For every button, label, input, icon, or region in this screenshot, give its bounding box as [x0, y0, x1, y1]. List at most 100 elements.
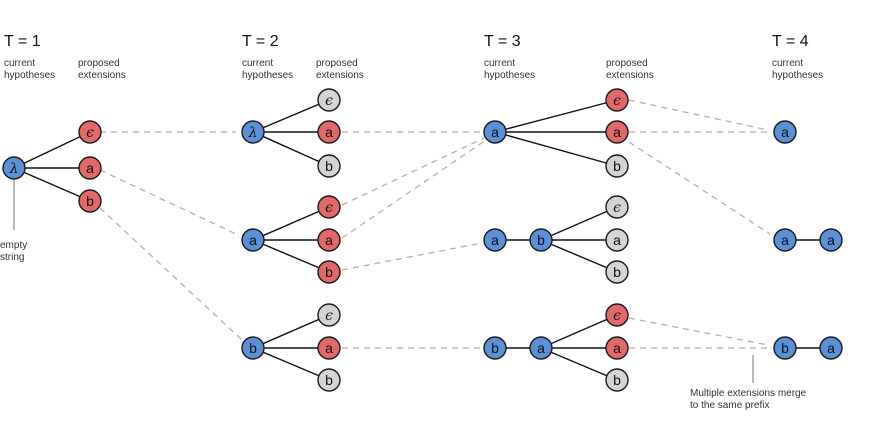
node-symbol: a	[325, 124, 333, 140]
extension-node-b	[605, 260, 629, 284]
hypothesis-node-a	[773, 228, 797, 252]
extension-node-epsilon	[78, 120, 102, 144]
merge-note-annotation: Multiple extensions merge to the same pr…	[690, 388, 807, 411]
node-symbol: b	[249, 340, 257, 356]
current-label-line2: hypotheses	[484, 70, 535, 81]
node-symbol: a	[325, 340, 333, 356]
extension-node-a	[605, 228, 629, 252]
hypothesis-node-b	[483, 336, 507, 360]
current-label-line1: current	[242, 58, 273, 69]
tree-edge	[13, 131, 91, 169]
empty-string-annotation: empty string	[0, 240, 27, 263]
node-symbol: λ	[9, 161, 19, 177]
transition-line	[99, 169, 237, 235]
current-label-line2: hypotheses	[242, 70, 293, 81]
step-4-header: T = 4 current hypotheses	[772, 33, 823, 81]
node-symbol: λ	[248, 125, 258, 141]
extension-node-epsilon	[317, 88, 341, 112]
extension-node-b	[605, 154, 629, 178]
node-symbol: b	[613, 372, 621, 388]
node-symbol: a	[827, 232, 835, 248]
hypothesis-node-a	[483, 120, 507, 144]
annotation-line1: empty	[0, 240, 27, 251]
extension-node-b	[605, 368, 629, 392]
hypothesis-node-a	[483, 228, 507, 252]
annotation-line1: Multiple extensions merge	[690, 388, 807, 399]
extension-node-b	[317, 154, 341, 178]
node-symbol: b	[325, 372, 333, 388]
transition-line	[99, 207, 243, 341]
step-1-header: T = 1 current hypotheses proposed extens…	[4, 33, 126, 81]
transition-line	[628, 317, 769, 346]
extension-node-epsilon	[605, 195, 629, 219]
current-label-line1: current	[484, 58, 515, 69]
tree-edge	[540, 206, 618, 241]
node-symbol: a	[325, 232, 333, 248]
node-symbol: a	[537, 340, 545, 356]
node-symbol: b	[613, 158, 621, 174]
tree-edge	[540, 314, 618, 349]
node-symbol: ϵ	[325, 308, 333, 324]
nodes: λ ϵ a b λ ϵ a b a ϵ a b b ϵ a b	[2, 88, 843, 392]
tree-edge	[252, 239, 330, 273]
tree-edges	[13, 99, 831, 381]
step-title: T = 2	[242, 33, 279, 50]
step-title: T = 1	[4, 33, 41, 50]
extension-node-epsilon	[605, 88, 629, 112]
node-symbol: b	[537, 232, 545, 248]
proposed-label-line1: proposed	[78, 58, 120, 69]
extension-node-b	[78, 189, 102, 213]
hypothesis-node-a	[241, 228, 265, 252]
tree-edge	[494, 131, 618, 167]
node-symbol: b	[325, 158, 333, 174]
tree-edge	[540, 347, 618, 381]
extension-node-b	[317, 368, 341, 392]
node-symbol: a	[781, 232, 789, 248]
node-symbol: a	[781, 124, 789, 140]
current-label-line1: current	[4, 58, 35, 69]
hypothesis-node-lambda	[241, 120, 265, 144]
extension-node-epsilon	[605, 303, 629, 327]
node-symbol: b	[491, 340, 499, 356]
tree-edge	[252, 99, 330, 133]
node-symbol: a	[613, 232, 621, 248]
transition-line	[628, 141, 771, 235]
current-label-line2: hypotheses	[772, 70, 823, 81]
extension-node-a	[78, 156, 102, 180]
transition-lines	[99, 99, 771, 349]
node-symbol: ϵ	[613, 93, 621, 109]
tree-edge	[252, 314, 330, 349]
extension-node-a	[605, 120, 629, 144]
annotation-line2: string	[0, 252, 24, 263]
node-symbol: a	[249, 232, 257, 248]
transition-line	[341, 242, 483, 271]
step-title: T = 4	[772, 33, 809, 50]
tree-edge	[540, 239, 618, 273]
tree-edge	[494, 99, 618, 133]
tree-edge	[252, 131, 330, 167]
extension-node-a	[605, 336, 629, 360]
node-symbol: ϵ	[325, 93, 333, 109]
node-symbol: b	[613, 264, 621, 280]
annotation-line2: to the same prefix	[690, 400, 769, 411]
proposed-label-line2: extensions	[316, 70, 364, 81]
node-symbol: a	[613, 124, 621, 140]
proposed-label-line1: proposed	[316, 58, 358, 69]
node-symbol: a	[491, 124, 499, 140]
node-symbol: ϵ	[613, 200, 621, 216]
extension-node-epsilon	[317, 303, 341, 327]
step-2-header: T = 2 current hypotheses proposed extens…	[242, 33, 364, 81]
hypothesis-node-a	[773, 120, 797, 144]
current-label-line2: hypotheses	[4, 70, 55, 81]
step-title: T = 3	[484, 33, 521, 50]
extension-node-a	[317, 228, 341, 252]
tree-edge	[252, 206, 330, 241]
extension-node-b	[317, 260, 341, 284]
extension-node-epsilon	[317, 195, 341, 219]
proposed-label-line2: extensions	[78, 70, 126, 81]
hypothesis-node-b	[529, 228, 553, 252]
current-label-line1: current	[772, 58, 803, 69]
extension-node-a	[317, 336, 341, 360]
hypothesis-node-a	[529, 336, 553, 360]
